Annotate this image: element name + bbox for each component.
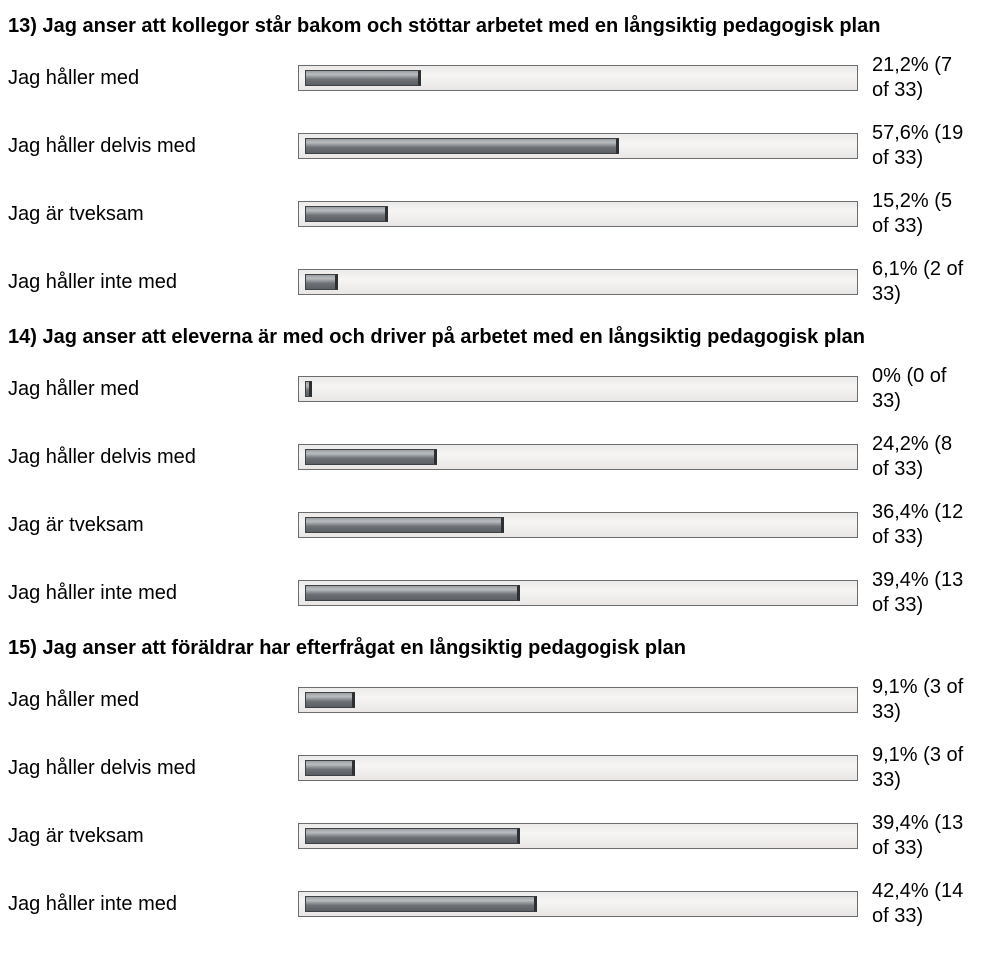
bar-container (298, 580, 858, 606)
response-row: Jag håller med 0% (0 of 33) (8, 364, 973, 414)
percent-text: 21,2% (872, 54, 929, 76)
bar-container (298, 687, 858, 713)
response-row: Jag håller inte med 6,1% (2 of 33) (8, 257, 973, 307)
bar-container (298, 65, 858, 91)
bar-container (298, 133, 858, 159)
response-label: Jag håller med (8, 65, 298, 91)
response-value: 15,2% (5 of 33) (858, 189, 973, 239)
percent-text: 42,4% (872, 880, 929, 902)
response-row: Jag håller inte med 42,4% (14 of 33) (8, 879, 973, 929)
bar-track (298, 512, 858, 538)
bar-track (298, 755, 858, 781)
response-label: Jag är tveksam (8, 823, 298, 849)
bar-container (298, 376, 858, 402)
question-title: 14) Jag anser att eleverna är med och dr… (8, 325, 973, 350)
bar-fill (305, 760, 355, 776)
percent-text: 0% (872, 365, 901, 387)
response-label: Jag håller med (8, 376, 298, 402)
bar-container (298, 444, 858, 470)
response-row: Jag håller delvis med 9,1% (3 of 33) (8, 743, 973, 793)
response-row: Jag håller med 21,2% (7 of 33) (8, 53, 973, 103)
percent-text: 57,6% (872, 122, 929, 144)
response-value: 0% (0 of 33) (858, 364, 973, 414)
percent-text: 6,1% (872, 258, 918, 280)
bar-container (298, 755, 858, 781)
percent-text: 24,2% (872, 433, 929, 455)
bar-fill (305, 206, 388, 222)
bar-container (298, 891, 858, 917)
response-value: 21,2% (7 of 33) (858, 53, 973, 103)
response-label: Jag är tveksam (8, 201, 298, 227)
bar-track (298, 201, 858, 227)
bar-fill (305, 896, 537, 912)
response-row: Jag håller delvis med 24,2% (8 of 33) (8, 432, 973, 482)
bar-container (298, 201, 858, 227)
response-label: Jag håller delvis med (8, 444, 298, 470)
bar-track (298, 580, 858, 606)
response-value: 39,4% (13 of 33) (858, 568, 973, 618)
question-title: 15) Jag anser att föräldrar har efterfrå… (8, 636, 973, 661)
response-value: 6,1% (2 of 33) (858, 257, 973, 307)
bar-fill (305, 449, 437, 465)
bar-container (298, 512, 858, 538)
bar-fill (305, 692, 355, 708)
response-label: Jag håller inte med (8, 580, 298, 606)
percent-text: 39,4% (872, 569, 929, 591)
response-label: Jag är tveksam (8, 512, 298, 538)
bar-fill (305, 70, 421, 86)
response-value: 39,4% (13 of 33) (858, 811, 973, 861)
survey-results: 13) Jag anser att kollegor står bakom oc… (8, 14, 973, 929)
percent-text: 9,1% (872, 744, 918, 766)
bar-track (298, 269, 858, 295)
response-label: Jag håller med (8, 687, 298, 713)
bar-track (298, 891, 858, 917)
bar-fill (305, 381, 312, 397)
response-row: Jag håller delvis med 57,6% (19 of 33) (8, 121, 973, 171)
percent-text: 15,2% (872, 190, 929, 212)
bar-fill (305, 138, 619, 154)
response-label: Jag håller delvis med (8, 755, 298, 781)
bar-fill (305, 828, 520, 844)
bar-fill (305, 274, 338, 290)
bar-track (298, 444, 858, 470)
response-label: Jag håller delvis med (8, 133, 298, 159)
response-value: 24,2% (8 of 33) (858, 432, 973, 482)
bar-track (298, 687, 858, 713)
question-title: 13) Jag anser att kollegor står bakom oc… (8, 14, 973, 39)
response-row: Jag är tveksam 36,4% (12 of 33) (8, 500, 973, 550)
response-row: Jag håller med 9,1% (3 of 33) (8, 675, 973, 725)
percent-text: 39,4% (872, 812, 929, 834)
response-value: 42,4% (14 of 33) (858, 879, 973, 929)
response-label: Jag håller inte med (8, 891, 298, 917)
bar-fill (305, 585, 520, 601)
bar-fill (305, 517, 504, 533)
response-value: 9,1% (3 of 33) (858, 675, 973, 725)
response-value: 9,1% (3 of 33) (858, 743, 973, 793)
bar-container (298, 269, 858, 295)
bar-track (298, 133, 858, 159)
response-label: Jag håller inte med (8, 269, 298, 295)
percent-text: 9,1% (872, 676, 918, 698)
bar-track (298, 65, 858, 91)
response-value: 36,4% (12 of 33) (858, 500, 973, 550)
bar-track (298, 823, 858, 849)
response-value: 57,6% (19 of 33) (858, 121, 973, 171)
response-row: Jag är tveksam 15,2% (5 of 33) (8, 189, 973, 239)
bar-container (298, 823, 858, 849)
response-row: Jag är tveksam 39,4% (13 of 33) (8, 811, 973, 861)
response-row: Jag håller inte med 39,4% (13 of 33) (8, 568, 973, 618)
percent-text: 36,4% (872, 501, 929, 523)
bar-track (298, 376, 858, 402)
